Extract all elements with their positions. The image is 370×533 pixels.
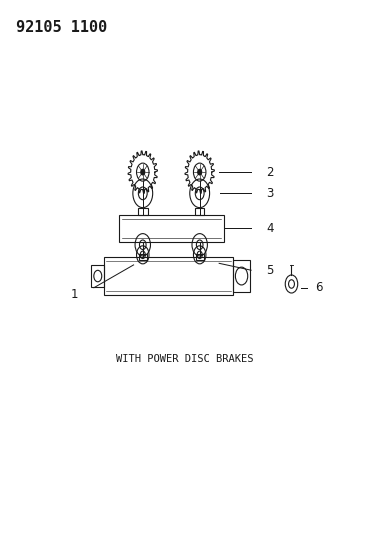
Circle shape: [198, 169, 202, 175]
Bar: [119, 215, 224, 242]
Text: 3: 3: [266, 187, 274, 200]
Text: 5: 5: [266, 264, 274, 277]
Bar: [139, 254, 147, 260]
Text: 4: 4: [266, 222, 274, 235]
Bar: [104, 257, 233, 295]
Text: 2: 2: [266, 166, 274, 179]
Circle shape: [141, 169, 145, 175]
Text: 92105 1100: 92105 1100: [16, 20, 107, 35]
Text: 1: 1: [71, 288, 79, 301]
Bar: [138, 208, 148, 215]
Bar: [196, 254, 204, 260]
Bar: [233, 260, 250, 292]
Bar: [91, 265, 104, 287]
Text: WITH POWER DISC BRAKES: WITH POWER DISC BRAKES: [116, 354, 254, 364]
Bar: [195, 208, 205, 215]
Text: 6: 6: [315, 281, 323, 294]
